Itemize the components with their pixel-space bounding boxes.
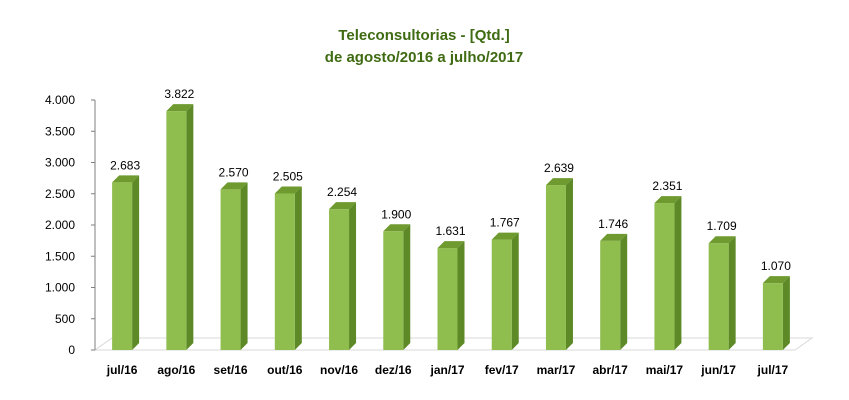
y-tick-label: 1.000 — [45, 281, 75, 295]
bar — [545, 178, 573, 350]
bar — [654, 196, 682, 350]
y-tick-label: 500 — [55, 312, 75, 326]
bar — [437, 241, 465, 350]
data-label: 2.254 — [327, 185, 357, 199]
bar — [383, 224, 411, 350]
x-tick-label: jul/16 — [106, 363, 138, 377]
x-tick-label: abr/17 — [593, 363, 629, 377]
x-tick-label: ago/16 — [157, 363, 195, 377]
y-tick-label: 0 — [68, 343, 75, 357]
x-tick-label: mai/17 — [646, 363, 684, 377]
x-tick-label: dez/16 — [375, 363, 412, 377]
bar — [329, 202, 357, 350]
bar — [600, 233, 628, 350]
data-label: 2.570 — [219, 165, 249, 179]
data-label: 1.709 — [707, 219, 737, 233]
data-label: 1.900 — [381, 207, 411, 221]
data-label: 2.505 — [273, 169, 303, 183]
bars — [112, 104, 790, 350]
y-tick-label: 3.000 — [45, 156, 75, 170]
data-label: 1.631 — [435, 224, 465, 238]
x-tick-label: jul/17 — [757, 363, 789, 377]
data-label: 1.767 — [490, 216, 520, 230]
y-tick-label: 2.500 — [45, 187, 75, 201]
x-tick-label: mar/17 — [537, 363, 576, 377]
x-tick-label: fev/17 — [485, 363, 519, 377]
x-tick-label: jan/17 — [429, 363, 464, 377]
data-label: 2.639 — [544, 161, 574, 175]
data-label: 1.746 — [598, 217, 628, 231]
x-tick-label: out/16 — [267, 363, 303, 377]
bar — [220, 182, 248, 350]
data-label: 3.822 — [164, 87, 194, 101]
data-label: 2.683 — [110, 158, 140, 172]
x-axis-labels: jul/16 ago/16 set/16 out/16 nov/16 dez/16 jan/… — [106, 363, 789, 377]
chart-title: Teleconsultorias - [Qtd.] — [338, 27, 509, 44]
bar — [708, 236, 736, 350]
bar — [491, 232, 519, 350]
x-tick-label: nov/16 — [320, 363, 358, 377]
y-tick-label: 3.500 — [45, 124, 75, 138]
data-label: 1.070 — [761, 259, 791, 273]
x-tick-label: set/16 — [214, 363, 248, 377]
y-tick-label: 4.000 — [45, 93, 75, 107]
bar — [274, 186, 302, 350]
bar — [166, 104, 194, 350]
chart-subtitle: de agosto/2016 a julho/2017 — [325, 49, 523, 66]
bar — [762, 276, 790, 350]
data-labels: 2.683 3.822 2.570 2.505 2.254 1.900 1.631 1.767… — [110, 87, 791, 273]
x-tick-label: jun/17 — [700, 363, 736, 377]
y-axis: 0 500 1.000 1.500 2.000 2.500 3.000 3.500 4.000 — [45, 93, 96, 357]
data-label: 2.351 — [652, 179, 682, 193]
y-tick-label: 2.000 — [45, 218, 75, 232]
y-tick-label: 1.500 — [45, 249, 75, 263]
bar — [112, 175, 140, 350]
